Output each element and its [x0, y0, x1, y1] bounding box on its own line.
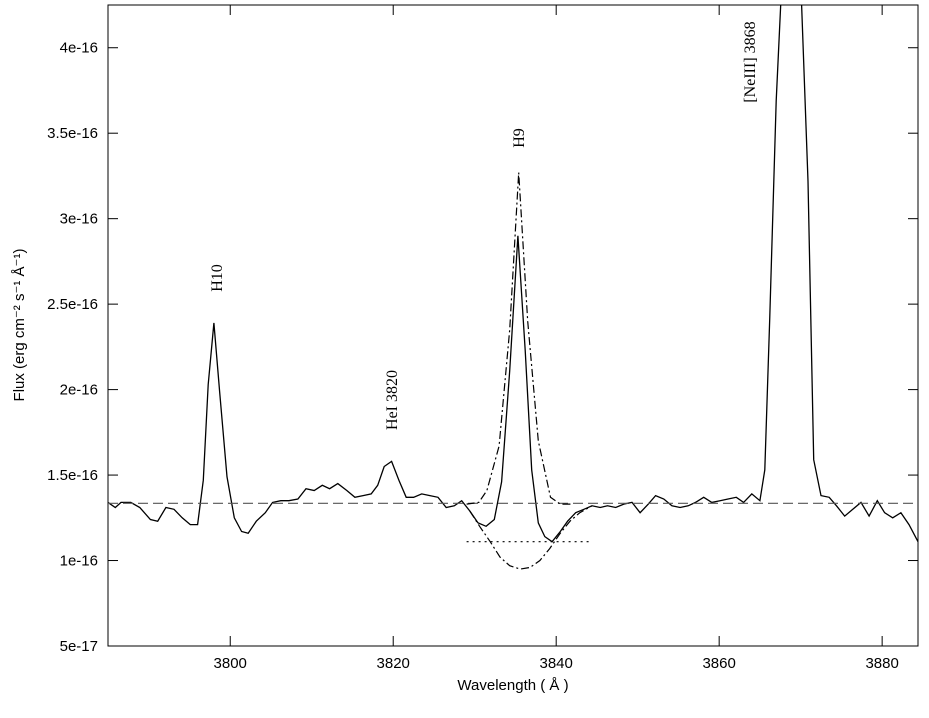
spectrum-line: [469, 505, 593, 570]
y-tick-label: 1.5e-16: [47, 467, 98, 484]
y-tick-label: 2.5e-16: [47, 296, 98, 313]
x-tick-label: 3800: [214, 655, 247, 672]
line-annotation: HeI 3820: [384, 370, 401, 430]
spectrum-line: [466, 172, 573, 505]
x-tick-label: 3820: [377, 655, 410, 672]
y-tick-label: 1e-16: [60, 553, 98, 570]
x-tick-label: 3860: [702, 655, 735, 672]
y-axis-label: Flux (erg cm⁻² s⁻¹ Å⁻¹): [11, 249, 28, 402]
y-tick-label: 5e-17: [60, 638, 98, 655]
y-tick-label: 4e-16: [60, 40, 98, 57]
y-tick-label: 3.5e-16: [47, 125, 98, 142]
plot-area: [108, 5, 918, 570]
x-tick-label: 3880: [865, 655, 898, 672]
line-annotation: H10: [209, 264, 226, 292]
plot-frame: [107, 4, 919, 647]
y-tick-label: 3e-16: [60, 211, 98, 228]
y-tick-label: 2e-16: [60, 382, 98, 399]
line-annotation: H9: [511, 128, 528, 148]
x-axis-label: Wavelength ( Å ): [457, 677, 568, 694]
x-tick-label: 3840: [540, 655, 573, 672]
line-annotation: [NeIII] 3868: [742, 21, 759, 102]
spectrum-line: [108, 5, 918, 543]
